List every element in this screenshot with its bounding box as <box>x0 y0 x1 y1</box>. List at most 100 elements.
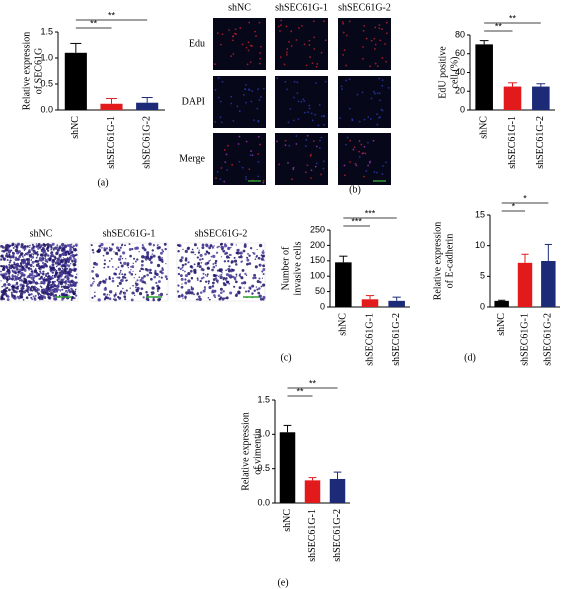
cell-dot <box>44 256 46 259</box>
cell-dot <box>258 21 261 24</box>
cell-dot <box>34 251 38 255</box>
y-tick-label: 1.5 <box>40 26 53 36</box>
cell-dot <box>36 286 38 289</box>
cell-dot <box>180 256 184 260</box>
cell-dot <box>98 248 101 251</box>
cell-dot <box>117 295 120 299</box>
cell-dot <box>43 277 46 279</box>
cell-dot <box>287 161 289 164</box>
cell-dot <box>210 255 213 258</box>
cell-dot <box>70 268 74 272</box>
cell-dot <box>228 29 231 32</box>
cell-dot <box>152 298 156 302</box>
cell-dot <box>215 251 219 254</box>
cell-dot <box>74 290 77 293</box>
cell-dot <box>206 273 209 276</box>
cell-dot <box>222 249 226 253</box>
bar <box>361 299 379 307</box>
cell-dot <box>214 120 217 123</box>
cell-dot <box>238 160 241 163</box>
cell-dot <box>160 276 163 279</box>
cell-dot <box>295 39 298 41</box>
cell-dot <box>150 256 153 259</box>
cell-dot <box>60 264 64 268</box>
cell-dot <box>128 271 132 274</box>
cell-dot <box>373 92 376 95</box>
cell-dot <box>42 288 46 291</box>
bar <box>541 261 556 307</box>
cell-dot <box>322 114 325 117</box>
cell-dot <box>288 41 290 43</box>
y-tick-label: 20 <box>455 86 465 96</box>
cell-dot <box>365 170 368 172</box>
micrograph <box>275 18 328 70</box>
cell-dot <box>302 98 305 101</box>
cell-dot <box>29 287 32 290</box>
cell-dot <box>54 261 58 265</box>
cell-dot <box>72 292 76 296</box>
cell-dot <box>22 256 24 258</box>
cell-dot <box>322 167 325 170</box>
cell-dot <box>39 272 42 274</box>
cell-dot <box>320 136 323 139</box>
significance-label: * <box>512 201 516 211</box>
cell-dot <box>111 279 115 283</box>
cell-dot <box>52 281 54 284</box>
cell-dot <box>237 143 240 145</box>
cell-dot <box>134 273 137 276</box>
cell-dot <box>211 285 215 288</box>
cell-dot <box>107 265 110 269</box>
cell-dot <box>223 180 226 183</box>
cell-dot <box>253 119 255 122</box>
cell-dot <box>292 168 295 171</box>
cell-dot <box>223 260 227 263</box>
cell-dot <box>233 259 238 263</box>
cell-dot <box>55 251 59 256</box>
y-tick-label: 40 <box>455 67 465 77</box>
cell-dot <box>14 272 17 275</box>
cell-dot <box>113 251 115 253</box>
cell-dot <box>16 283 18 286</box>
cell-dot <box>59 244 61 247</box>
cell-dot <box>138 276 141 279</box>
cell-dot <box>70 284 73 288</box>
cell-dot <box>0 265 3 268</box>
cell-dot <box>74 288 77 291</box>
cell-dot <box>184 263 187 266</box>
cell-dot <box>101 247 103 249</box>
cell-dot <box>57 285 60 287</box>
cell-dot <box>64 284 67 286</box>
cell-dot <box>1 246 5 249</box>
cell-dot <box>110 257 113 260</box>
cell-dot <box>346 34 348 37</box>
cell-dot <box>103 298 106 301</box>
cell-dot <box>288 144 291 147</box>
cell-dot <box>214 261 217 265</box>
cell-dot <box>151 291 155 295</box>
cell-dot <box>135 282 139 286</box>
cell-dot <box>71 253 75 258</box>
cell-dot <box>358 140 361 142</box>
cell-dot <box>259 57 262 60</box>
cell-dot <box>15 246 18 249</box>
cell-dot <box>128 248 132 251</box>
cell-dot <box>262 181 265 184</box>
cell-dot <box>380 108 383 111</box>
cell-dot <box>369 65 371 68</box>
cell-dot <box>166 293 168 296</box>
cell-dot <box>25 296 29 300</box>
cell-dot <box>9 283 12 286</box>
cell-dot <box>180 285 184 289</box>
cell-dot <box>358 120 361 123</box>
cell-dot <box>225 153 228 156</box>
y-tick-label: 0.5 <box>257 463 270 473</box>
cell-dot <box>225 251 228 255</box>
cell-dot <box>49 292 53 297</box>
cell-dot <box>4 283 6 285</box>
cell-dot <box>233 256 236 259</box>
cell-dot <box>51 271 55 274</box>
cell-dot <box>362 45 364 48</box>
cell-dot <box>23 254 26 257</box>
cell-dot <box>51 285 55 289</box>
cell-dot <box>238 286 242 290</box>
